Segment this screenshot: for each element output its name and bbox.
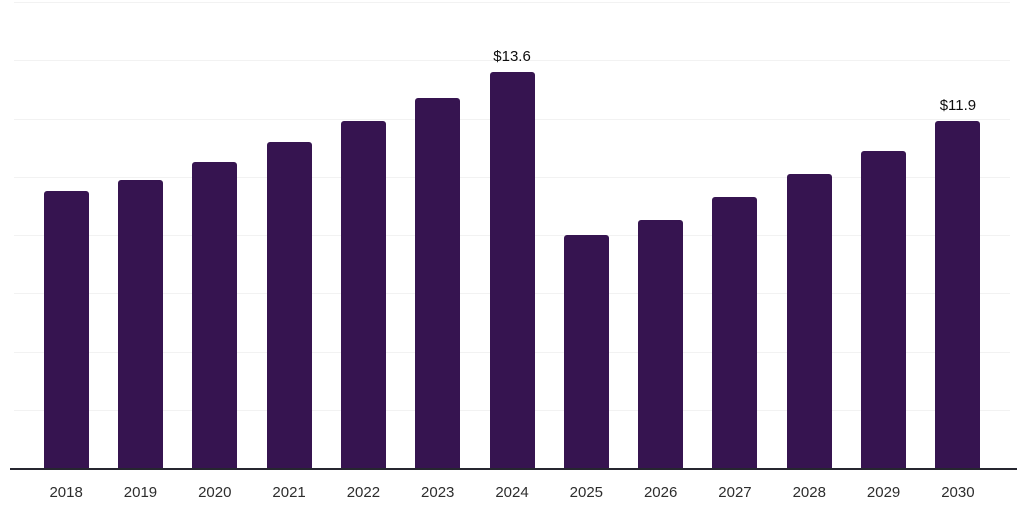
bar-slot-2022 <box>326 2 400 468</box>
bar-slot-2029 <box>846 2 920 468</box>
bars-container: $13.6 $11.9 <box>29 2 995 468</box>
x-tick-2023: 2023 <box>421 484 455 501</box>
gridline-y16 <box>14 2 1010 3</box>
value-label-2030: $11.9 <box>939 97 977 115</box>
x-tick-2030: 2030 <box>941 484 975 501</box>
bar-slot-2030: $11.9 <box>921 2 995 468</box>
gridline-y14 <box>14 60 1010 62</box>
bar-slot-2024: $13.6 <box>475 2 549 468</box>
bar-slot-2026 <box>624 2 698 468</box>
bar-2028 <box>786 173 832 468</box>
bar-2021 <box>266 141 312 468</box>
bar-slot-2018 <box>29 2 103 468</box>
x-tick-2025: 2025 <box>569 484 604 501</box>
bar-slot-2019 <box>103 2 177 468</box>
bar-2018 <box>43 191 89 468</box>
bar-2019 <box>117 179 163 468</box>
bar-slot-2028 <box>772 2 846 468</box>
x-axis-line <box>10 468 1017 470</box>
x-tick-2018: 2018 <box>49 484 83 501</box>
bar-2030 <box>935 121 981 468</box>
x-tick-2020: 2020 <box>198 484 232 501</box>
bar-2022 <box>340 121 386 468</box>
bar-slot-2023 <box>401 2 475 468</box>
bar-2027 <box>712 197 758 468</box>
x-axis-labels: 2018 2019 2020 2021 2022 2023 2024 2025 2026 2027… <box>29 484 995 504</box>
bar-2023 <box>415 98 461 468</box>
x-tick-2029: 2029 <box>866 484 901 501</box>
x-tick-2021: 2021 <box>272 484 306 501</box>
bar-slot-2021 <box>252 2 326 468</box>
x-tick-2024: 2024 <box>495 484 529 501</box>
x-tick-2028: 2028 <box>792 484 826 501</box>
x-tick-2027: 2027 <box>718 484 752 501</box>
x-tick-2026: 2026 <box>643 484 678 501</box>
x-tick-2019: 2019 <box>123 484 158 501</box>
bar-slot-2025 <box>549 2 623 468</box>
value-label-2024: $13.6 <box>493 47 531 65</box>
x-tick-2022: 2022 <box>346 484 381 501</box>
bar-2020 <box>192 162 238 468</box>
bar-slot-2027 <box>698 2 772 468</box>
bar-2026 <box>638 220 684 468</box>
bar-2025 <box>563 235 609 468</box>
bar-2024 <box>489 71 535 468</box>
bar-slot-2020 <box>178 2 252 468</box>
bar-2029 <box>861 150 907 468</box>
